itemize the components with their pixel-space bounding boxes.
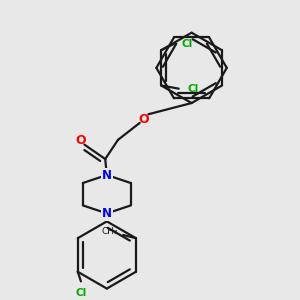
Text: N: N bbox=[102, 169, 112, 182]
Text: CH₃: CH₃ bbox=[101, 227, 118, 236]
Text: N: N bbox=[102, 207, 112, 220]
Text: O: O bbox=[75, 134, 86, 147]
Text: Cl: Cl bbox=[182, 39, 193, 49]
Text: O: O bbox=[138, 112, 149, 125]
Text: Cl: Cl bbox=[188, 84, 199, 94]
Text: Cl: Cl bbox=[75, 288, 87, 298]
